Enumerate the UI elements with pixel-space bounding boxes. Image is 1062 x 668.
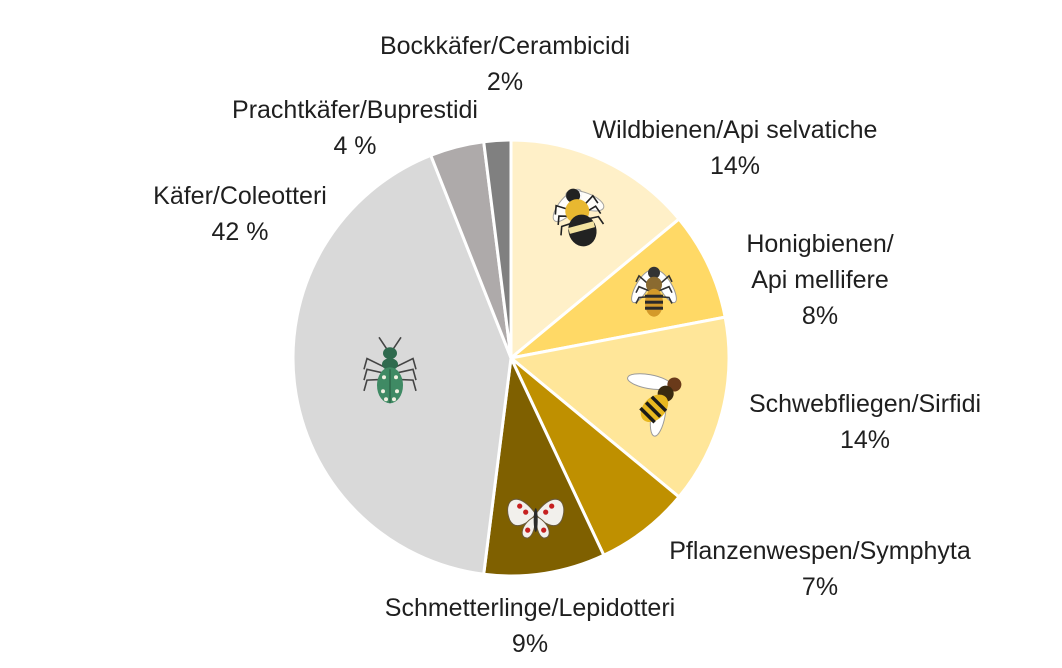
slice-label-schmetterlinge: Schmetterlinge/Lepidotteri 9% (384, 594, 676, 658)
pie-slice-2 (509, 315, 731, 499)
pie-slice-1 (509, 217, 727, 360)
butterfly-icon (507, 498, 565, 539)
slice-label-honigbienen: Honigbienen/ Api mellifere 8% (746, 230, 894, 330)
slice-label-pflanzenwespen: Pflanzenwespen/Symphyta 7% (669, 537, 971, 601)
pie-slice-7 (482, 138, 513, 360)
slice-label-kaefer: Käfer/Coleotteri 42 % (153, 182, 327, 246)
slice-label-schwebfliegen: Schwebfliegen/Sirfidi 14% (748, 390, 982, 454)
honeybee-icon (631, 266, 677, 317)
slice-label-bockkaefer: Bockkäfer/Cerambicidi 2% (379, 32, 631, 96)
hoverfly-icon (627, 373, 682, 437)
pie-slice-0 (509, 138, 681, 360)
pie-slice-5 (291, 153, 513, 576)
slice-label-prachtkaefer: Prachtkäfer/Buprestidi 4 % (232, 96, 478, 160)
bumblebee-icon (552, 188, 605, 247)
beetle-icon (363, 336, 417, 404)
slice-label-wildbienen: Wildbienen/Api selvatiche 14% (592, 116, 878, 180)
